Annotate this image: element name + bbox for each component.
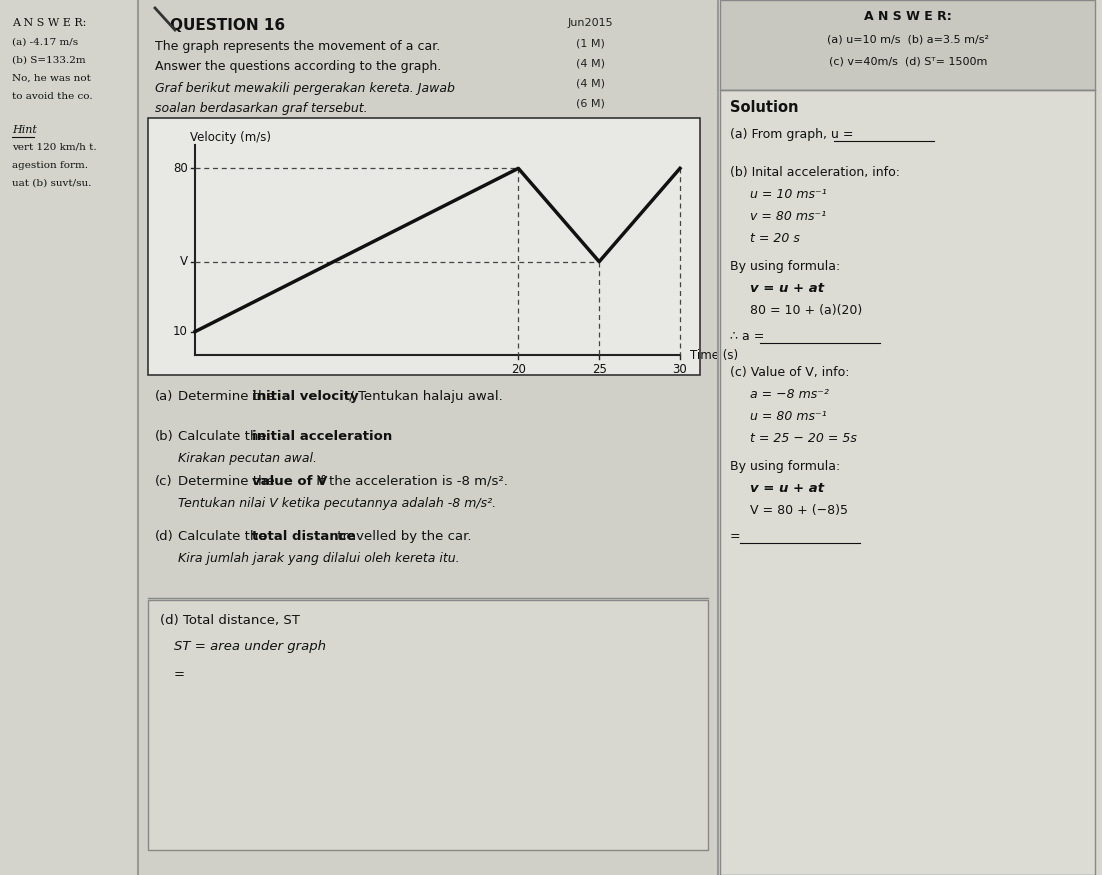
Text: t = 20 s: t = 20 s [750,232,800,245]
Text: Calculate the: Calculate the [179,430,271,443]
Text: (4 M): (4 M) [575,58,605,68]
Text: v = u + at: v = u + at [750,282,824,295]
Text: v = 80 ms⁻¹: v = 80 ms⁻¹ [750,210,826,223]
Text: Velocity (m/s): Velocity (m/s) [190,131,271,144]
Text: agestion form.: agestion form. [12,161,88,170]
Text: Tentukan nilai V ketika pecutannya adalah -8 m/s².: Tentukan nilai V ketika pecutannya adala… [179,497,496,510]
Text: uat (b) suvt/su.: uat (b) suvt/su. [12,179,91,188]
Text: 20: 20 [511,363,526,376]
Text: (d) Total distance, ST: (d) Total distance, ST [160,614,300,627]
Text: v = u + at: v = u + at [750,482,824,495]
Text: Answer the questions according to the graph.: Answer the questions according to the gr… [155,60,441,73]
Text: initial velocity: initial velocity [252,390,359,403]
Text: 10: 10 [173,326,188,338]
Text: (a) u=10 m/s  (b) a=3.5 m/s²: (a) u=10 m/s (b) a=3.5 m/s² [826,34,988,44]
Text: (6 M): (6 M) [575,98,604,108]
Text: (c) v=40m/s  (d) Sᵀ= 1500m: (c) v=40m/s (d) Sᵀ= 1500m [829,56,987,66]
Bar [0,0,138,875]
Text: Kirakan pecutan awal.: Kirakan pecutan awal. [179,452,317,465]
Text: No, he was not: No, he was not [12,74,90,83]
Text: if the acceleration is -8 m/s².: if the acceleration is -8 m/s². [312,475,508,488]
Text: u = 10 ms⁻¹: u = 10 ms⁻¹ [750,188,826,201]
Text: Jun2015: Jun2015 [568,18,613,28]
Text: By using formula:: By using formula: [730,260,840,273]
Text: V = 80 + (−8)5: V = 80 + (−8)5 [750,504,849,517]
Bar [138,0,719,875]
Text: QUESTION 16: QUESTION 16 [170,18,285,33]
Text: soalan berdasarkan graf tersebut.: soalan berdasarkan graf tersebut. [155,102,368,115]
Text: total distance: total distance [252,530,356,543]
Text: to avoid the co.: to avoid the co. [12,92,93,101]
Text: .: . [368,430,372,443]
Bar [720,0,1095,90]
Text: V: V [180,255,188,268]
Text: u = 80 ms⁻¹: u = 80 ms⁻¹ [750,410,826,423]
Text: =: = [730,530,745,543]
Text: (d): (d) [155,530,174,543]
Text: a = −8 ms⁻²: a = −8 ms⁻² [750,388,829,401]
Text: (a) -4.17 m/s: (a) -4.17 m/s [12,38,78,47]
Text: ST = area under graph: ST = area under graph [174,640,326,653]
Text: (b) S=133.2m: (b) S=133.2m [12,56,86,65]
Text: =: = [174,668,185,681]
Text: Kira jumlah jarak yang dilalui oleh kereta itu.: Kira jumlah jarak yang dilalui oleh kere… [179,552,460,565]
Text: Hint: Hint [12,125,36,135]
Text: (a): (a) [155,390,173,403]
Text: / Tentukan halaju awal.: / Tentukan halaju awal. [345,390,503,403]
Text: 30: 30 [672,363,688,376]
Text: 80: 80 [173,162,188,175]
Text: ∴ a =: ∴ a = [730,330,768,343]
Text: Solution: Solution [730,100,799,115]
Text: vert 120 km/h t.: vert 120 km/h t. [12,143,97,152]
Text: t = 25 − 20 = 5s: t = 25 − 20 = 5s [750,432,857,445]
Text: Determine the: Determine the [179,390,279,403]
Text: (1 M): (1 M) [575,38,604,48]
Text: (b) Inital acceleration, info:: (b) Inital acceleration, info: [730,166,900,179]
Bar [148,118,700,375]
Text: Calculate the: Calculate the [179,530,271,543]
Text: (c) Value of V, info:: (c) Value of V, info: [730,366,850,379]
Text: The graph represents the movement of a car.: The graph represents the movement of a c… [155,40,441,53]
Text: 25: 25 [592,363,606,376]
Text: (a) From graph, u =: (a) From graph, u = [730,128,857,141]
Text: value of V: value of V [252,475,327,488]
Bar [719,0,1102,875]
Text: 80 = 10 + (a)(20): 80 = 10 + (a)(20) [750,304,862,317]
Text: Graf berikut mewakili pergerakan kereta. Jawab: Graf berikut mewakili pergerakan kereta.… [155,82,455,95]
Bar [148,600,707,850]
Text: initial acceleration: initial acceleration [252,430,392,443]
Text: A N S W E R:: A N S W E R: [864,10,952,23]
Text: By using formula:: By using formula: [730,460,840,473]
Text: Determine the: Determine the [179,475,279,488]
Text: travelled by the car.: travelled by the car. [334,530,472,543]
Text: (4 M): (4 M) [575,78,605,88]
Text: Time (s): Time (s) [690,348,738,361]
Bar [720,90,1095,875]
Text: (b): (b) [155,430,174,443]
Text: A N S W E R:: A N S W E R: [12,18,86,28]
Text: (c): (c) [155,475,173,488]
